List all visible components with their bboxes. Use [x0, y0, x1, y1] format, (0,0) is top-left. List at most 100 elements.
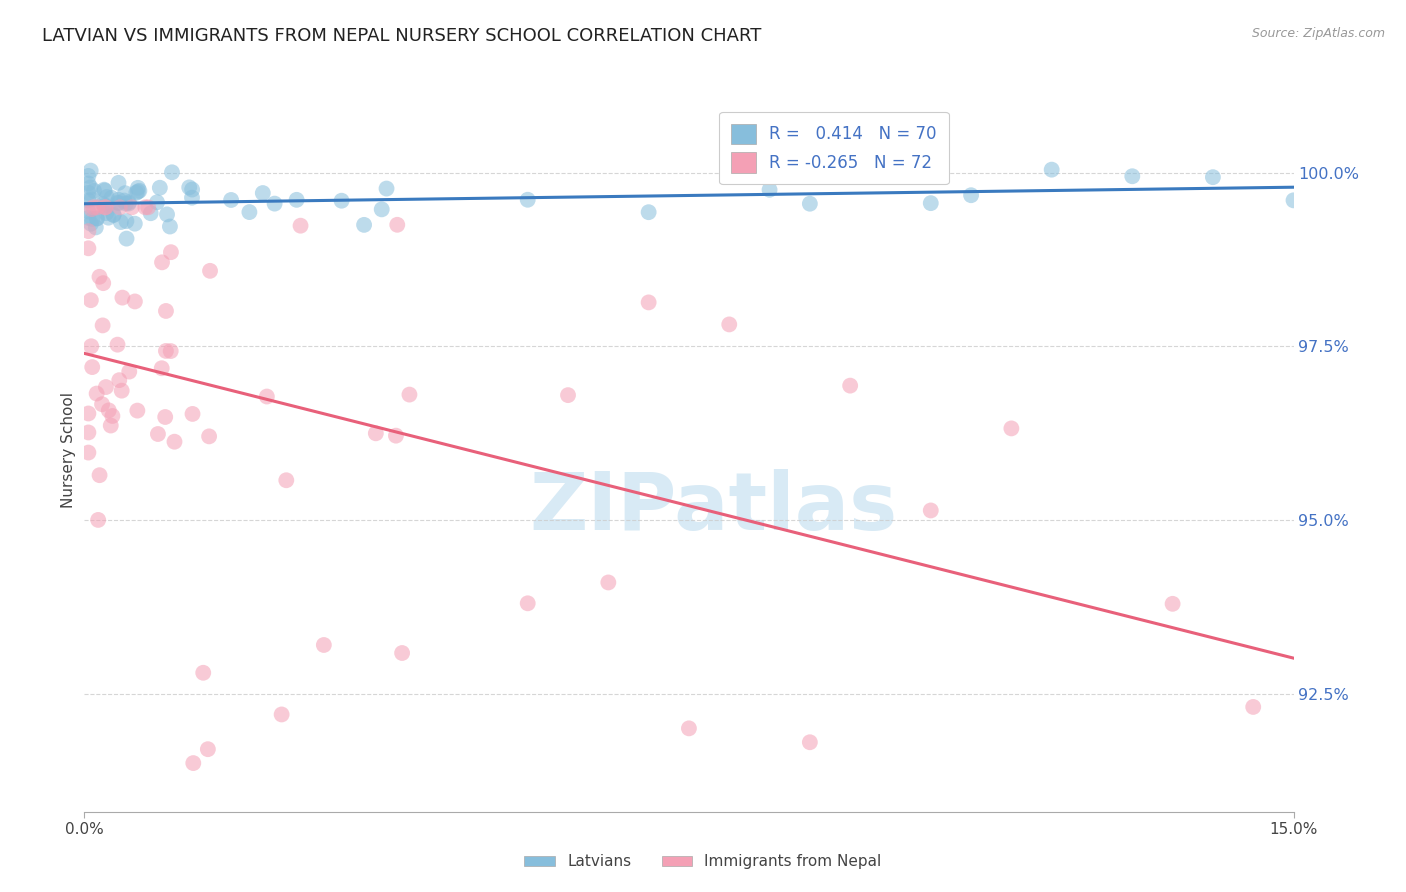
Point: [87, 513, 110, 527]
Point: [375, 181, 398, 195]
Point: [128, 184, 150, 198]
Point: [82, 212, 104, 227]
Point: [198, 429, 221, 443]
Point: [115, 214, 138, 228]
Point: [146, 427, 169, 442]
Point: [111, 384, 134, 398]
Point: [370, 202, 392, 217]
Point: [364, 426, 387, 441]
Point: [637, 295, 659, 310]
Point: [77, 241, 100, 255]
Point: [160, 165, 183, 179]
Point: [107, 196, 129, 211]
Point: [114, 186, 136, 201]
Point: [77, 204, 100, 219]
Text: Source: ZipAtlas.com: Source: ZipAtlas.com: [1251, 27, 1385, 40]
Point: [77, 194, 100, 208]
Point: [330, 194, 353, 208]
Point: [385, 428, 408, 442]
Point: [163, 434, 186, 449]
Point: [155, 409, 177, 424]
Point: [77, 177, 100, 191]
Point: [111, 291, 134, 305]
Point: [758, 183, 780, 197]
Point: [312, 638, 335, 652]
Point: [118, 365, 141, 379]
Point: [181, 182, 204, 196]
Point: [101, 409, 124, 423]
Point: [80, 217, 103, 231]
Point: [100, 418, 122, 433]
Point: [97, 211, 120, 225]
Point: [124, 217, 146, 231]
Text: LATVIAN VS IMMIGRANTS FROM NEPAL NURSERY SCHOOL CORRELATION CHART: LATVIAN VS IMMIGRANTS FROM NEPAL NURSERY…: [42, 27, 762, 45]
Point: [285, 193, 308, 207]
Point: [159, 219, 181, 234]
Point: [91, 197, 114, 211]
Point: [108, 373, 131, 387]
Point: [79, 163, 101, 178]
Point: [1000, 421, 1022, 435]
Point: [77, 211, 100, 225]
Point: [678, 722, 700, 736]
Point: [108, 200, 131, 214]
Point: [198, 264, 221, 278]
Point: [252, 186, 274, 200]
Point: [127, 185, 149, 199]
Point: [136, 200, 159, 214]
Point: [112, 194, 135, 208]
Point: [799, 735, 821, 749]
Point: [193, 665, 215, 680]
Point: [86, 211, 108, 226]
Point: [107, 337, 129, 351]
Point: [107, 193, 129, 207]
Point: [1161, 597, 1184, 611]
Point: [77, 425, 100, 440]
Point: [89, 269, 111, 284]
Point: [124, 294, 146, 309]
Point: [150, 361, 173, 376]
Point: [77, 407, 100, 421]
Point: [149, 180, 172, 194]
Point: [179, 180, 201, 194]
Point: [121, 200, 143, 214]
Point: [91, 276, 114, 290]
Point: [80, 202, 103, 216]
Point: [155, 304, 177, 318]
Point: [96, 206, 118, 220]
Point: [118, 196, 141, 211]
Point: [391, 646, 413, 660]
Point: [353, 218, 375, 232]
Point: [114, 196, 136, 211]
Point: [118, 195, 141, 210]
Point: [86, 386, 108, 401]
Point: [82, 200, 104, 214]
Point: [960, 188, 983, 202]
Point: [263, 196, 285, 211]
Legend: R =   0.414   N = 70, R = -0.265   N = 72: R = 0.414 N = 70, R = -0.265 N = 72: [720, 112, 949, 185]
Point: [94, 200, 117, 214]
Point: [516, 193, 538, 207]
Point: [1282, 194, 1305, 208]
Point: [598, 575, 620, 590]
Point: [219, 193, 242, 207]
Point: [80, 193, 103, 207]
Point: [920, 196, 942, 211]
Legend: Latvians, Immigrants from Nepal: Latvians, Immigrants from Nepal: [519, 848, 887, 875]
Text: ZIPatlas: ZIPatlas: [529, 469, 897, 548]
Point: [146, 195, 169, 210]
Point: [110, 215, 132, 229]
Point: [107, 176, 129, 190]
Y-axis label: Nursery School: Nursery School: [60, 392, 76, 508]
Point: [127, 181, 149, 195]
Point: [139, 206, 162, 220]
Point: [94, 200, 117, 214]
Point: [134, 200, 156, 214]
Point: [256, 390, 278, 404]
Point: [155, 343, 177, 358]
Point: [398, 387, 420, 401]
Point: [127, 403, 149, 417]
Point: [197, 742, 219, 756]
Point: [77, 169, 100, 183]
Point: [159, 344, 181, 359]
